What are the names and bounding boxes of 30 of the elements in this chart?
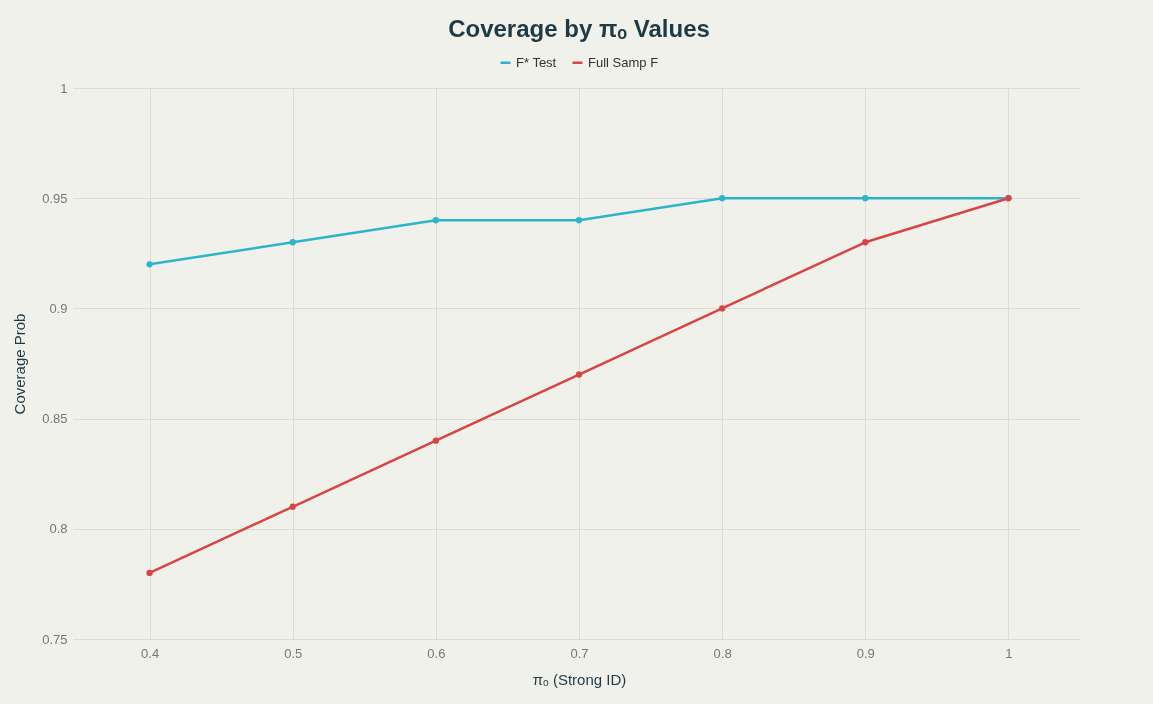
x-tick-label: 1 bbox=[1005, 645, 1013, 661]
point bbox=[862, 195, 869, 202]
point bbox=[575, 217, 583, 224]
x-tick-label: 0.7 bbox=[570, 645, 589, 661]
y-tick-label: 0.95 bbox=[42, 190, 68, 206]
point bbox=[575, 371, 583, 378]
x-tick-label: 0.6 bbox=[427, 645, 446, 661]
point bbox=[289, 503, 296, 510]
x-axis-title: πₒ (Strong ID) bbox=[532, 670, 627, 688]
point bbox=[718, 305, 726, 312]
y-tick-label: 1 bbox=[60, 80, 68, 96]
point bbox=[289, 239, 296, 246]
point bbox=[432, 217, 440, 224]
y-axis-title: Coverage Prob bbox=[11, 313, 29, 415]
y-tick-label: 0.75 bbox=[42, 631, 68, 647]
x-tick-label: 0.8 bbox=[713, 645, 732, 661]
legend-label: F* Test bbox=[516, 54, 557, 70]
x-tick-label: 0.5 bbox=[284, 645, 303, 661]
x-tick-label: 0.9 bbox=[856, 645, 875, 661]
y-tick-label: 0.9 bbox=[49, 300, 68, 316]
point bbox=[146, 261, 153, 268]
legend-label: Full Samp F bbox=[588, 54, 659, 70]
point bbox=[146, 569, 153, 577]
y-tick-label: 0.8 bbox=[49, 521, 68, 537]
point bbox=[718, 195, 726, 202]
y-tick-label: 0.85 bbox=[42, 411, 68, 427]
point bbox=[432, 437, 440, 444]
chart-title: Coverage by πₒ Values bbox=[448, 15, 710, 42]
x-tick-label: 0.4 bbox=[141, 645, 160, 661]
point bbox=[862, 239, 869, 246]
